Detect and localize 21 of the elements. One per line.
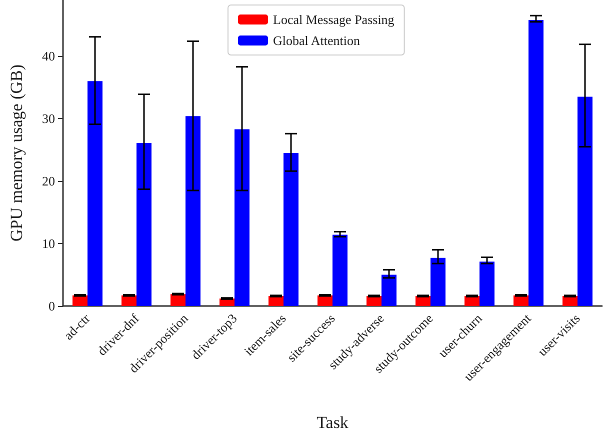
y-tick-label: 10 bbox=[42, 236, 55, 252]
x-axis-title: Task bbox=[316, 413, 349, 432]
bar bbox=[284, 153, 298, 306]
bar bbox=[528, 20, 544, 306]
legend-label: Local Message Passing bbox=[273, 12, 395, 27]
y-tick-label: 0 bbox=[48, 298, 55, 314]
bar bbox=[136, 143, 152, 306]
bar bbox=[170, 294, 186, 306]
bar bbox=[578, 96, 592, 306]
bar bbox=[186, 116, 200, 306]
bar bbox=[234, 129, 250, 306]
legend-label: Global Attention bbox=[273, 33, 361, 48]
y-tick-label: 20 bbox=[42, 174, 55, 189]
y-tick-label: 40 bbox=[42, 48, 55, 64]
bar bbox=[332, 234, 348, 306]
bar bbox=[382, 274, 396, 306]
y-tick-label: 30 bbox=[42, 111, 55, 126]
bar bbox=[480, 262, 494, 306]
bar bbox=[430, 258, 446, 306]
bar bbox=[88, 81, 102, 306]
y-axis-title: GPU memory usage (GB) bbox=[7, 64, 26, 242]
